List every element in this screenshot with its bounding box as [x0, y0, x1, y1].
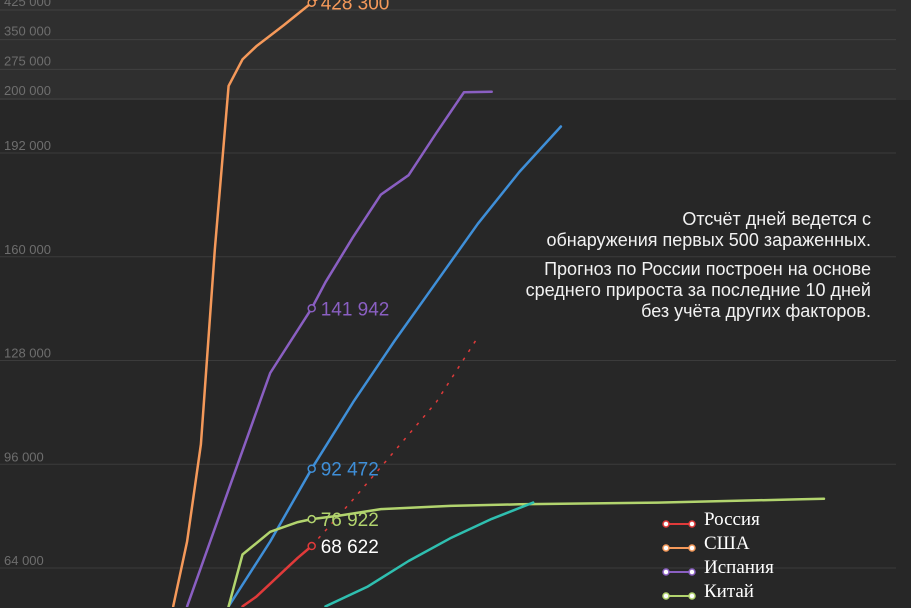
note-line: обнаружения первых 500 зараженных.	[546, 230, 871, 250]
data-label: 68 622	[321, 537, 379, 558]
legend-label: Россия	[704, 509, 760, 530]
data-point	[307, 514, 316, 524]
data-point	[307, 304, 316, 313]
legend-item: Россия	[662, 508, 774, 532]
note-line: без учёта других факторов.	[641, 301, 871, 321]
note-line: Отсчёт дней ведется с	[682, 209, 871, 229]
y-tick-label: 275 000	[4, 53, 51, 68]
legend-label: Испания	[704, 557, 774, 578]
data-label: 141 942	[321, 299, 390, 320]
y-tick-label: 192 000	[4, 138, 51, 153]
y-tick-label: 160 000	[4, 242, 51, 257]
legend-swatch	[662, 514, 696, 528]
series-line	[227, 497, 826, 607]
note-line: среднего прироста за последние 10 дней	[525, 280, 871, 300]
data-label: 92 472	[321, 460, 379, 481]
data-point	[307, 0, 316, 7]
legend-item: Китай	[662, 580, 774, 604]
series-line	[185, 90, 493, 607]
series-line	[171, 0, 318, 607]
legend-label: Китай	[704, 581, 754, 602]
y-tick-label: 64 000	[4, 553, 44, 568]
series-line	[324, 501, 535, 607]
y-tick-label: 96 000	[4, 449, 44, 464]
upper-panel-bg	[0, 0, 911, 100]
data-label: 76 922	[321, 510, 379, 531]
legend-item: США	[662, 532, 774, 556]
lower-panel-bg	[0, 100, 911, 607]
series-line	[227, 125, 563, 607]
data-label: 428 300	[321, 0, 390, 15]
legend-swatch	[662, 538, 696, 552]
y-tick-label: 425 000	[4, 0, 51, 9]
data-point	[307, 464, 316, 473]
legend-item: Испания	[662, 556, 774, 580]
legend-swatch	[662, 586, 696, 600]
series-line	[241, 544, 313, 607]
data-point	[307, 541, 316, 551]
chart-note: Отсчёт дней ведется с обнаружения первых…	[526, 209, 871, 322]
y-tick-label: 128 000	[4, 346, 51, 361]
y-tick-label: 200 000	[4, 83, 51, 98]
legend-swatch	[662, 562, 696, 576]
y-tick-label: 350 000	[4, 24, 51, 39]
legend-label: США	[704, 533, 750, 554]
note-line: Прогноз по России построен на основе	[544, 259, 871, 279]
chart-legend: Россия США Испания Китай	[662, 508, 774, 604]
